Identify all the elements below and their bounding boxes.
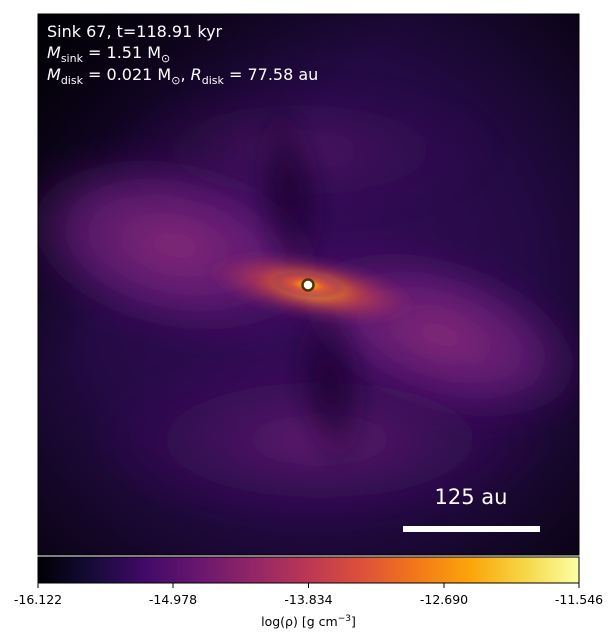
sink-marker: [301, 278, 315, 292]
map-frame: [37, 13, 580, 556]
scalebar-label: 125 au: [435, 485, 508, 509]
colorbar-label: log(ρ) [g cm−3]: [261, 614, 356, 629]
colorbar-tick-label: -11.546: [555, 592, 603, 607]
sink-mass: Msink = 1.51 M⊙: [47, 43, 170, 65]
colorbar-tick-label: -13.834: [284, 592, 332, 607]
sink-title: Sink 67, t=118.91 kyr: [47, 22, 223, 41]
colorbar-tick-label: -12.690: [420, 592, 468, 607]
colorbar-ticks: [37, 583, 580, 588]
scalebar: [403, 526, 540, 532]
disk-properties: Mdisk = 0.021 M⊙, Rdisk = 77.58 au: [47, 65, 318, 87]
colorbar-tick-label: -14.978: [149, 592, 197, 607]
colorbar-tick-label: -16.122: [14, 592, 62, 607]
colorbar: [37, 556, 580, 584]
